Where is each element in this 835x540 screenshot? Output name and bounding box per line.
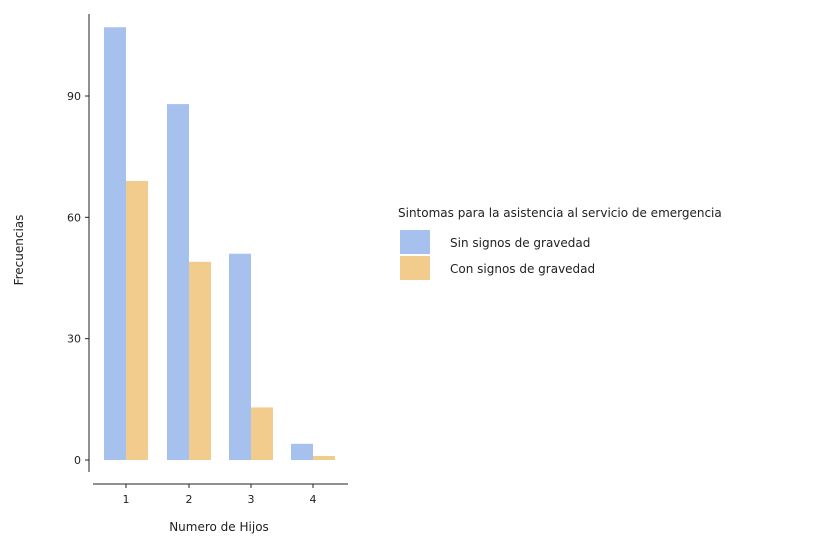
bar-con-4 xyxy=(313,455,335,460)
x-tick-label: 4 xyxy=(310,493,317,506)
y-tick-label: 60 xyxy=(67,211,81,224)
bar-sin-4 xyxy=(291,443,313,460)
y-axis-ticks: 0 30 60 90 xyxy=(67,90,89,467)
bar-con-3 xyxy=(251,407,273,460)
bar-con-2 xyxy=(189,261,211,460)
bar-sin-3 xyxy=(229,253,251,460)
y-tick-label: 90 xyxy=(67,90,81,103)
bar-sin-2 xyxy=(167,104,189,460)
legend-title: Sintomas para la asistencia al servicio … xyxy=(398,206,722,220)
legend-swatch xyxy=(400,230,430,254)
legend: Sintomas para la asistencia al servicio … xyxy=(398,206,722,280)
legend-label: Sin signos de gravedad xyxy=(450,236,590,250)
x-axis-title: Numero de Hijos xyxy=(169,520,269,534)
y-tick-label: 30 xyxy=(67,333,81,346)
x-tick-label: 2 xyxy=(186,493,193,506)
legend-label: Con signos de gravedad xyxy=(450,262,595,276)
bar-sin-1 xyxy=(104,27,126,460)
x-axis-ticks: 1 2 3 4 xyxy=(123,484,317,506)
x-tick-label: 3 xyxy=(248,493,255,506)
y-axis-title: Frecuencias xyxy=(12,215,26,286)
x-tick-label: 1 xyxy=(123,493,130,506)
y-tick-label: 0 xyxy=(74,454,81,467)
bars-group xyxy=(104,27,335,460)
legend-swatch xyxy=(400,256,430,280)
bar-con-1 xyxy=(126,180,148,460)
